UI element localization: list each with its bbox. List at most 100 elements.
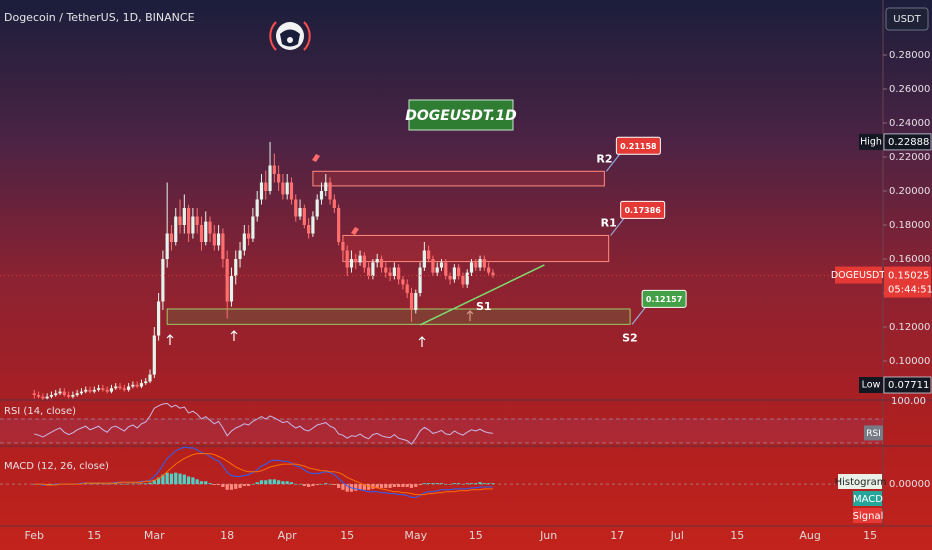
macd-histogram-bar bbox=[126, 483, 131, 485]
macd-histogram-bar bbox=[328, 484, 332, 485]
candle-body bbox=[349, 258, 354, 268]
zone-pointer bbox=[610, 217, 626, 236]
macd-histogram-bar bbox=[199, 481, 204, 485]
currency-button[interactable]: USDT bbox=[885, 7, 929, 31]
candle-body bbox=[251, 216, 255, 239]
candle-body bbox=[491, 272, 495, 276]
candle-body bbox=[217, 233, 221, 246]
x-tick-label: Feb bbox=[25, 529, 44, 542]
macd-histogram-bar bbox=[281, 481, 285, 485]
macd-histogram-bar bbox=[431, 483, 435, 485]
candle-body bbox=[225, 258, 229, 302]
candle-body bbox=[448, 275, 452, 280]
macd-histogram-bar bbox=[259, 480, 264, 485]
last-symbol-box bbox=[835, 266, 882, 284]
candle-body bbox=[272, 165, 276, 174]
candle-body bbox=[444, 262, 448, 276]
macd-histogram-bar bbox=[294, 484, 298, 485]
x-tick-label: Apr bbox=[278, 529, 298, 542]
macd-histogram-bar bbox=[358, 484, 362, 490]
y-tick-label: 0.26000 bbox=[889, 84, 930, 95]
macd-histogram-bar bbox=[238, 484, 242, 488]
zone-name: R2 bbox=[596, 152, 612, 165]
candle-body bbox=[478, 258, 482, 268]
currency-label[interactable]: USDT bbox=[893, 14, 921, 25]
candle-body bbox=[66, 395, 71, 397]
macd-histogram-bar bbox=[461, 484, 465, 485]
candle-body bbox=[277, 173, 281, 183]
macd-histogram-bar bbox=[285, 481, 289, 485]
candle-body bbox=[54, 393, 58, 396]
rsi-label: RSI bbox=[866, 429, 881, 439]
candle-body bbox=[422, 250, 426, 268]
macd-histogram-bar bbox=[229, 484, 234, 490]
macd-histogram-bar bbox=[409, 484, 414, 488]
drawing-arrows bbox=[166, 310, 474, 347]
macd-histogram-bar bbox=[92, 483, 96, 485]
macd-histogram-bar bbox=[405, 484, 409, 487]
price-pane bbox=[0, 141, 883, 400]
zone-badge-value: 0.17386 bbox=[624, 206, 661, 215]
macd-histogram-bar bbox=[384, 484, 388, 488]
macd-histogram-bar bbox=[277, 480, 281, 485]
candle-body bbox=[379, 258, 384, 268]
candle-body bbox=[328, 182, 332, 200]
extreme-value: 0.07711 bbox=[888, 380, 929, 391]
y-tick-label: 0.18000 bbox=[889, 220, 930, 231]
candle-body bbox=[281, 182, 285, 195]
candle-body bbox=[319, 190, 324, 200]
macd-histogram-bar bbox=[289, 482, 294, 485]
macd-histogram-bar bbox=[354, 484, 358, 491]
macd-histogram-bar bbox=[337, 484, 341, 488]
macd-histogram-bar bbox=[105, 483, 109, 485]
macd-histogram-bar bbox=[225, 484, 229, 490]
candle-body bbox=[114, 386, 118, 389]
candle-body bbox=[345, 250, 349, 268]
candle-body bbox=[36, 395, 41, 397]
y-tick-label: 0.20000 bbox=[889, 186, 930, 197]
chart-title: Dogecoin / TetherUS, 1D, BINANCE bbox=[4, 11, 195, 24]
macd-histogram-bar bbox=[448, 484, 452, 485]
macd-histogram-bar bbox=[362, 484, 366, 490]
candle-body bbox=[439, 262, 444, 268]
macd-histogram-bar bbox=[251, 484, 255, 485]
macd-histogram-bar bbox=[392, 484, 396, 487]
macd-histogram-bar bbox=[272, 479, 276, 485]
candle-body bbox=[259, 182, 264, 200]
candle-body bbox=[96, 388, 101, 390]
candle-body bbox=[354, 258, 358, 263]
macd-histogram-bar bbox=[114, 483, 118, 485]
macd-histogram-bar bbox=[217, 484, 221, 486]
zone-badge bbox=[641, 289, 687, 308]
candle-body bbox=[469, 262, 474, 273]
candle-body bbox=[418, 267, 422, 294]
macd-histogram-bar bbox=[242, 484, 246, 486]
macd-histogram-bar bbox=[375, 484, 379, 488]
candle-body bbox=[174, 216, 178, 242]
candle-body bbox=[204, 221, 208, 242]
candle-body bbox=[341, 241, 345, 251]
candle-body bbox=[84, 389, 88, 392]
rsi-tick-label: 100.00 bbox=[891, 396, 926, 407]
candle-body bbox=[298, 207, 302, 217]
macd-histogram-bar bbox=[298, 484, 302, 485]
macd-histogram-bar bbox=[234, 484, 238, 489]
candle-body bbox=[199, 224, 204, 242]
macd-histogram-bar bbox=[367, 484, 371, 490]
trendline-name: S1 bbox=[476, 300, 492, 313]
candle-body bbox=[101, 388, 105, 390]
macd-pane bbox=[0, 446, 883, 498]
candle-body bbox=[397, 267, 401, 280]
candle-body bbox=[126, 386, 131, 390]
macd-histogram-bar bbox=[435, 483, 439, 485]
macd-histogram-bar bbox=[169, 473, 174, 485]
candle-body bbox=[187, 207, 191, 234]
x-tick-label: 18 bbox=[220, 529, 234, 542]
candle-body bbox=[427, 250, 431, 259]
macd-histogram-bar bbox=[109, 483, 114, 485]
candle-body bbox=[474, 262, 478, 268]
macd-histogram-bar bbox=[465, 483, 469, 485]
x-tick-label: Aug bbox=[799, 529, 820, 542]
candle-body bbox=[255, 199, 259, 217]
